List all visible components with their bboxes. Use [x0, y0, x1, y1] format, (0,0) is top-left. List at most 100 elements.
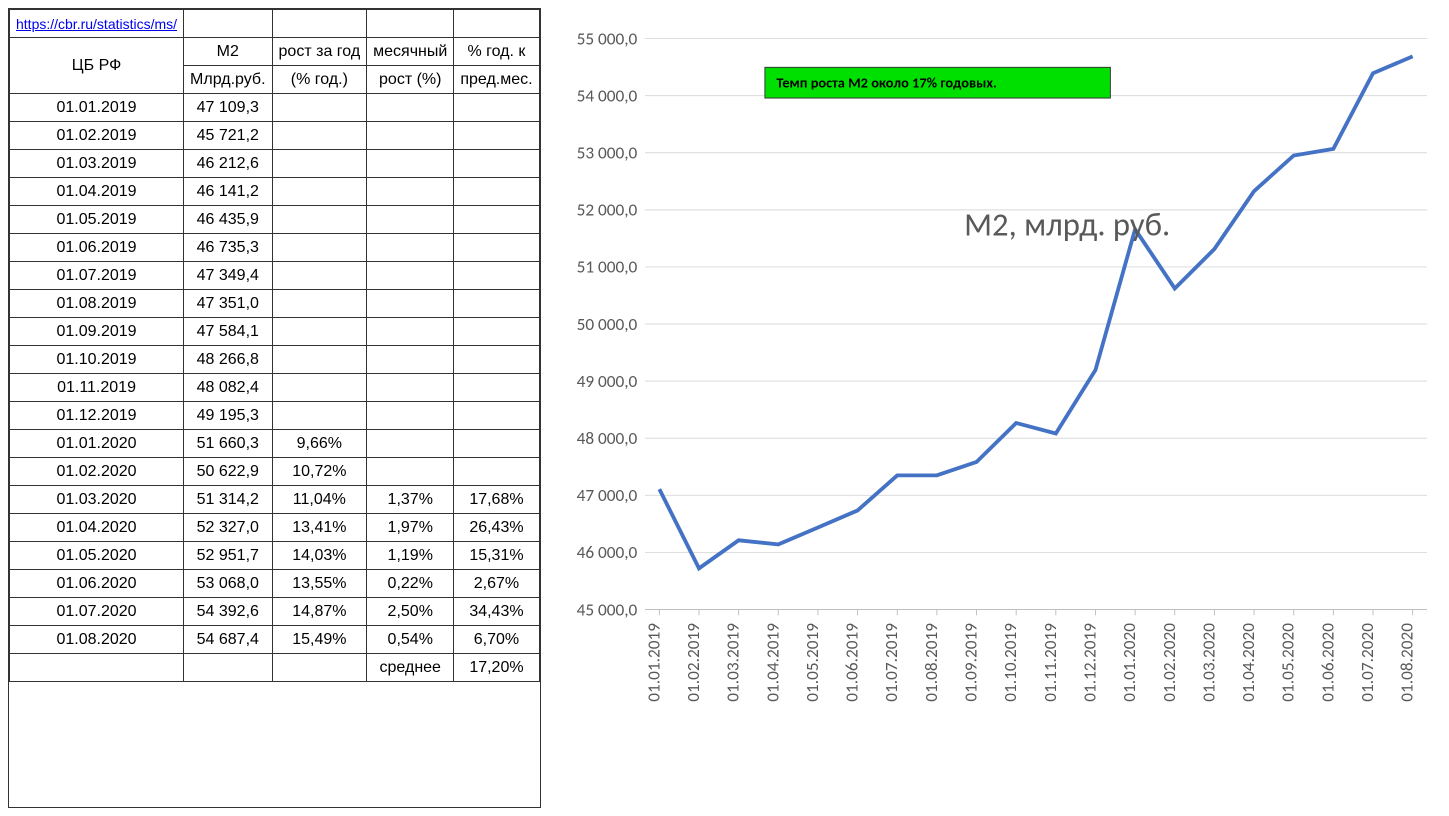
col-header-source: ЦБ РФ: [10, 38, 184, 94]
cell-m2: 48 082,4: [184, 374, 272, 402]
cell-ann: [454, 206, 539, 234]
cell-yoy: 15,49%: [272, 626, 367, 654]
svg-text:01.01.2019: 01.01.2019: [643, 623, 664, 702]
cell-m2: 47 109,3: [184, 94, 272, 122]
cell-date: 01.08.2020: [10, 626, 184, 654]
svg-text:01.08.2019: 01.08.2019: [920, 623, 941, 702]
cell-mom: [367, 346, 454, 374]
cell-ann: [454, 318, 539, 346]
table-footer-row: среднее 17,20%: [10, 654, 540, 682]
cell-date: 01.05.2020: [10, 542, 184, 570]
cell-yoy: 13,41%: [272, 514, 367, 542]
svg-text:01.05.2020: 01.05.2020: [1277, 623, 1298, 702]
col-header-ann-2: пред.мес.: [454, 66, 539, 94]
svg-text:01.12.2019: 01.12.2019: [1079, 623, 1100, 702]
cell-mom: [367, 290, 454, 318]
svg-text:45 000,0: 45 000,0: [576, 599, 637, 620]
cell-mom: [367, 458, 454, 486]
cell-m2: 52 327,0: [184, 514, 272, 542]
cell-yoy: [272, 262, 367, 290]
cell-ann: [454, 262, 539, 290]
source-url[interactable]: https://cbr.ru/statistics/ms/: [10, 10, 184, 38]
col-header-ann-1: % год. к: [454, 38, 539, 66]
cell-ann: [454, 178, 539, 206]
cell-mom: 0,54%: [367, 626, 454, 654]
cell-mom: 0,22%: [367, 570, 454, 598]
cell-ann: 2,67%: [454, 570, 539, 598]
cell-ann: 17,68%: [454, 486, 539, 514]
cell-m2: 48 266,8: [184, 346, 272, 374]
m2-data-table: https://cbr.ru/statistics/ms/ ЦБ РФ М2 р…: [9, 9, 540, 682]
cell-yoy: [272, 290, 367, 318]
svg-text:Темп роста М2 около 17% годовы: Темп роста М2 около 17% годовых.: [776, 73, 996, 91]
table-row: 01.08.201947 351,0: [10, 290, 540, 318]
table-row: 01.05.202052 951,714,03%1,19%15,31%: [10, 542, 540, 570]
svg-text:50 000,0: 50 000,0: [576, 314, 637, 335]
cell-ann: [454, 346, 539, 374]
table-row: 01.06.201946 735,3: [10, 234, 540, 262]
cell-date: 01.03.2020: [10, 486, 184, 514]
cell-m2: 47 351,0: [184, 290, 272, 318]
svg-text:53 000,0: 53 000,0: [576, 143, 637, 164]
cell-yoy: 9,66%: [272, 430, 367, 458]
cell-mom: [367, 262, 454, 290]
cell-mom: [367, 374, 454, 402]
cell-mom: [367, 94, 454, 122]
cell-yoy: [272, 234, 367, 262]
table-row: 01.10.201948 266,8: [10, 346, 540, 374]
cell-m2: 52 951,7: [184, 542, 272, 570]
cell-date: 01.04.2019: [10, 178, 184, 206]
footer-value: 17,20%: [454, 654, 539, 682]
cell-date: 01.09.2019: [10, 318, 184, 346]
cell-m2: 46 141,2: [184, 178, 272, 206]
svg-text:М2, млрд. руб.: М2, млрд. руб.: [964, 204, 1170, 244]
svg-text:01.06.2020: 01.06.2020: [1317, 623, 1338, 702]
cell-date: 01.06.2019: [10, 234, 184, 262]
svg-text:01.06.2019: 01.06.2019: [841, 623, 862, 702]
svg-text:01.07.2020: 01.07.2020: [1357, 623, 1378, 702]
svg-text:01.11.2019: 01.11.2019: [1039, 623, 1060, 702]
cell-yoy: [272, 402, 367, 430]
table-row: 01.07.201947 349,4: [10, 262, 540, 290]
cell-date: 01.07.2019: [10, 262, 184, 290]
svg-text:01.08.2020: 01.08.2020: [1396, 623, 1417, 702]
cell-yoy: 11,04%: [272, 486, 367, 514]
cell-mom: [367, 234, 454, 262]
svg-text:01.04.2019: 01.04.2019: [762, 623, 783, 702]
cell-m2: 46 435,9: [184, 206, 272, 234]
cell-date: 01.11.2019: [10, 374, 184, 402]
table-row: 01.06.202053 068,013,55%0,22%2,67%: [10, 570, 540, 598]
cell-mom: 1,19%: [367, 542, 454, 570]
cell-mom: [367, 318, 454, 346]
svg-text:54 000,0: 54 000,0: [576, 85, 637, 106]
cell-date: 01.08.2019: [10, 290, 184, 318]
cell-mom: 2,50%: [367, 598, 454, 626]
cell-ann: [454, 402, 539, 430]
cell-mom: [367, 430, 454, 458]
cell-date: 01.03.2019: [10, 150, 184, 178]
svg-text:01.07.2019: 01.07.2019: [881, 623, 902, 702]
cell-mom: [367, 206, 454, 234]
footer-label: среднее: [367, 654, 454, 682]
table-row: 01.02.201945 721,2: [10, 122, 540, 150]
cell-ann: 34,43%: [454, 598, 539, 626]
cell-yoy: [272, 94, 367, 122]
cell-yoy: 10,72%: [272, 458, 367, 486]
svg-text:01.03.2019: 01.03.2019: [722, 623, 743, 702]
cell-ann: 6,70%: [454, 626, 539, 654]
table-row: 01.04.201946 141,2: [10, 178, 540, 206]
cell-date: 01.05.2019: [10, 206, 184, 234]
table-row: 01.05.201946 435,9: [10, 206, 540, 234]
col-header-yoy-2: (% год.): [272, 66, 367, 94]
svg-text:48 000,0: 48 000,0: [576, 428, 637, 449]
col-header-mom-1: месячный: [367, 38, 454, 66]
table-row: 01.09.201947 584,1: [10, 318, 540, 346]
cell-m2: 45 721,2: [184, 122, 272, 150]
cell-m2: 51 660,3: [184, 430, 272, 458]
cell-mom: 1,37%: [367, 486, 454, 514]
svg-text:47 000,0: 47 000,0: [576, 485, 637, 506]
table-row: 01.11.201948 082,4: [10, 374, 540, 402]
cell-m2: 53 068,0: [184, 570, 272, 598]
cell-ann: 15,31%: [454, 542, 539, 570]
cell-ann: [454, 122, 539, 150]
